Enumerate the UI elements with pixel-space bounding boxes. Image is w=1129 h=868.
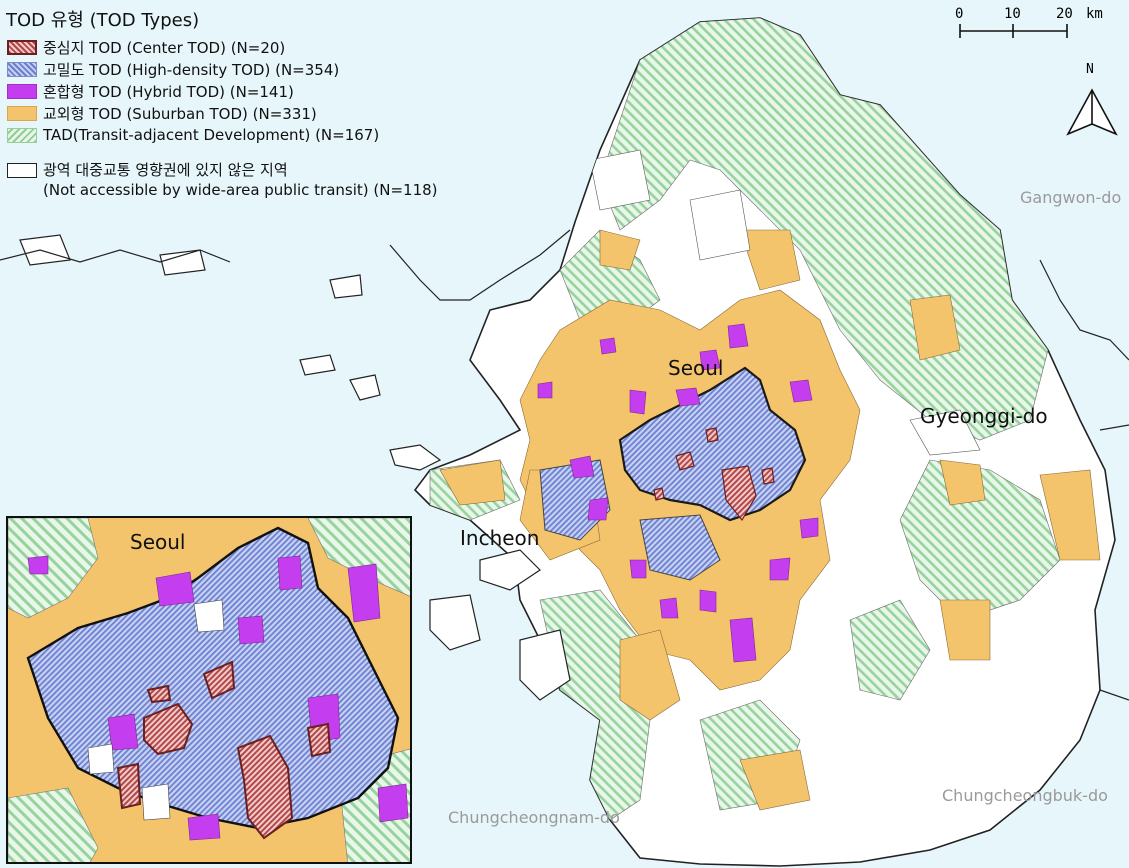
legend-item-center: 중심지 TOD (Center TOD) (N=20) (4, 36, 444, 58)
legend-item-hybrid: 혼합형 TOD (Hybrid TOD) (N=141) (4, 80, 444, 102)
legend-item-not-accessible: 광역 대중교통 영향권에 있지 않은 지역 (Not accessible by… (4, 160, 444, 200)
inset-seoul-label: Seoul (130, 530, 186, 554)
legend-label-hybrid: 혼합형 TOD (Hybrid TOD) (N=141) (43, 82, 294, 101)
legend-item-high-density: 고밀도 TOD (High-density TOD) (N=354) (4, 58, 444, 80)
north-arrow-icon: N (1086, 62, 1094, 77)
legend-label-high-density: 고밀도 TOD (High-density TOD) (N=354) (43, 60, 340, 79)
scale-tick-10: 10 (1004, 6, 1021, 22)
scale-unit: km (1086, 6, 1103, 22)
hybrid-tod-swatch (7, 83, 37, 99)
legend-item-tad: TAD(Transit-adjacent Development) (N=167… (4, 124, 444, 146)
suburban-tod-swatch (7, 105, 37, 121)
not-accessible-swatch (7, 163, 37, 178)
scale-bar: 0 10 20 km (952, 6, 1112, 42)
high-density-tod-swatch (7, 61, 37, 77)
scale-tick-0: 0 (955, 6, 964, 22)
scale-tick-20: 20 (1056, 6, 1073, 22)
inset-canvas (8, 518, 410, 862)
city-label-incheon: Incheon (460, 526, 540, 550)
legend-label-not-accessible-ko: 광역 대중교통 영향권에 있지 않은 지역 (43, 161, 288, 179)
legend-label-center: 중심지 TOD (Center TOD) (N=20) (43, 38, 286, 57)
region-label-gangwon: Gangwon-do (1020, 188, 1122, 207)
seoul-inset-map: Seoul (6, 516, 412, 864)
region-label-chungnam: Chungcheongnam-do (448, 808, 620, 827)
north-arrow: N (1062, 62, 1122, 142)
legend: TOD 유형 (TOD Types) 중심지 TOD (Center TOD) … (4, 6, 444, 200)
legend-label-tad: TAD(Transit-adjacent Development) (N=167… (43, 126, 380, 144)
legend-item-suburban: 교외형 TOD (Suburban TOD) (N=331) (4, 102, 444, 124)
center-tod-swatch (7, 39, 37, 55)
legend-title: TOD 유형 (TOD Types) (6, 10, 200, 31)
legend-label-not-accessible-en: (Not accessible by wide-area public tran… (43, 181, 438, 199)
city-label-seoul: Seoul (668, 356, 724, 380)
region-label-gyeonggi: Gyeonggi-do (920, 404, 1048, 428)
legend-label-suburban: 교외형 TOD (Suburban TOD) (N=331) (43, 104, 317, 123)
tad-swatch (7, 127, 37, 143)
region-label-chungbuk: Chungcheongbuk-do (942, 786, 1108, 805)
